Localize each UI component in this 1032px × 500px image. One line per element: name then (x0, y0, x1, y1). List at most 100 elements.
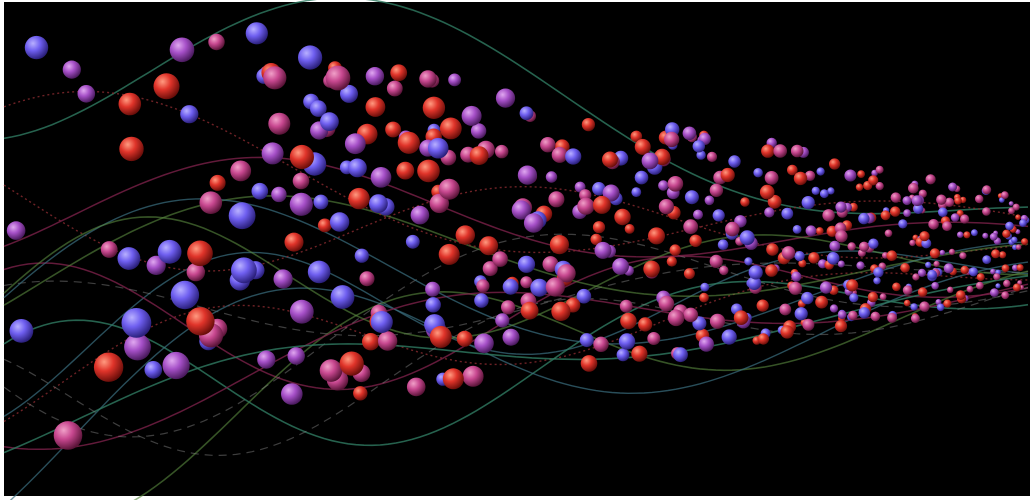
sphere (835, 230, 848, 243)
sphere (456, 330, 473, 347)
sphere (938, 207, 948, 217)
sphere (963, 231, 971, 239)
sphere (919, 231, 930, 242)
sphere (696, 150, 706, 160)
sphere (377, 331, 398, 351)
sphere (950, 213, 960, 222)
sphere (948, 248, 956, 255)
sphere (9, 319, 34, 343)
sphere (593, 336, 609, 352)
sphere (684, 190, 699, 205)
sphere (630, 130, 643, 143)
sphere (927, 269, 937, 280)
sphere (773, 144, 787, 158)
sphere (909, 239, 916, 247)
sphere (442, 368, 464, 390)
sphere (362, 333, 380, 351)
curve (3, 283, 1029, 451)
sphere (844, 169, 857, 182)
sphere (939, 249, 946, 256)
sphere (474, 333, 494, 354)
sphere (502, 278, 519, 295)
sphere (787, 164, 798, 176)
sphere (721, 329, 737, 345)
sphere (982, 255, 992, 264)
sphere (263, 66, 287, 90)
sphere (313, 194, 329, 210)
sphere (462, 365, 484, 387)
sphere (281, 383, 303, 405)
sphere (1015, 214, 1021, 220)
sphere (1019, 219, 1027, 228)
sphere (709, 183, 724, 197)
sphere (873, 277, 881, 285)
sphere (960, 265, 969, 275)
sphere (936, 303, 945, 312)
sphere (1001, 291, 1010, 300)
sphere (410, 205, 430, 225)
sphere (903, 299, 911, 307)
curve (3, 198, 1029, 345)
sphere (579, 333, 594, 348)
sphere (709, 313, 726, 329)
sphere (1012, 203, 1020, 211)
sphere (427, 137, 449, 159)
sphere (425, 297, 441, 313)
sphere (479, 236, 499, 256)
sphere (764, 171, 779, 185)
sphere (581, 118, 596, 132)
sphere (359, 271, 375, 287)
sphere (848, 310, 858, 321)
sphere (169, 37, 195, 63)
curve (3, 250, 1029, 417)
sphere (77, 85, 96, 103)
sphere (634, 170, 649, 185)
sphere (549, 235, 570, 255)
sphere (602, 184, 620, 202)
sphere (954, 197, 962, 205)
sphere (837, 310, 847, 320)
sphere (837, 260, 845, 268)
sphere (780, 325, 794, 339)
curve (3, 156, 1029, 258)
sphere (982, 207, 991, 216)
sphere (925, 174, 936, 185)
sphere (325, 65, 351, 91)
sphere (612, 258, 629, 275)
sphere (6, 221, 26, 240)
curve (3, 233, 1029, 438)
sphere (966, 285, 974, 293)
sphere (667, 176, 684, 192)
spheres (6, 22, 1030, 450)
sphere (859, 241, 870, 252)
sphere (602, 151, 618, 168)
sphere (912, 273, 920, 281)
sphere (667, 309, 685, 327)
sphere (902, 196, 912, 206)
sphere (829, 158, 841, 170)
sphere (461, 105, 482, 126)
sphere (310, 100, 327, 117)
sphere (257, 350, 276, 369)
sphere (753, 168, 763, 178)
sphere (542, 256, 559, 273)
sphere (576, 288, 592, 304)
sphere (592, 221, 606, 234)
sphere (689, 234, 702, 247)
sphere (284, 232, 304, 252)
sphere (634, 138, 651, 155)
sphere (917, 268, 927, 277)
sphere (756, 299, 769, 312)
sphere (1011, 236, 1018, 244)
sphere (620, 312, 637, 330)
sphere (933, 260, 940, 267)
sphere (826, 251, 840, 265)
sphere (666, 256, 677, 267)
sphere (990, 268, 996, 275)
sphere (619, 299, 633, 313)
sphere (647, 332, 661, 345)
sphere (425, 281, 441, 297)
sphere (187, 240, 213, 267)
sphere (682, 126, 697, 141)
sphere (829, 304, 839, 313)
